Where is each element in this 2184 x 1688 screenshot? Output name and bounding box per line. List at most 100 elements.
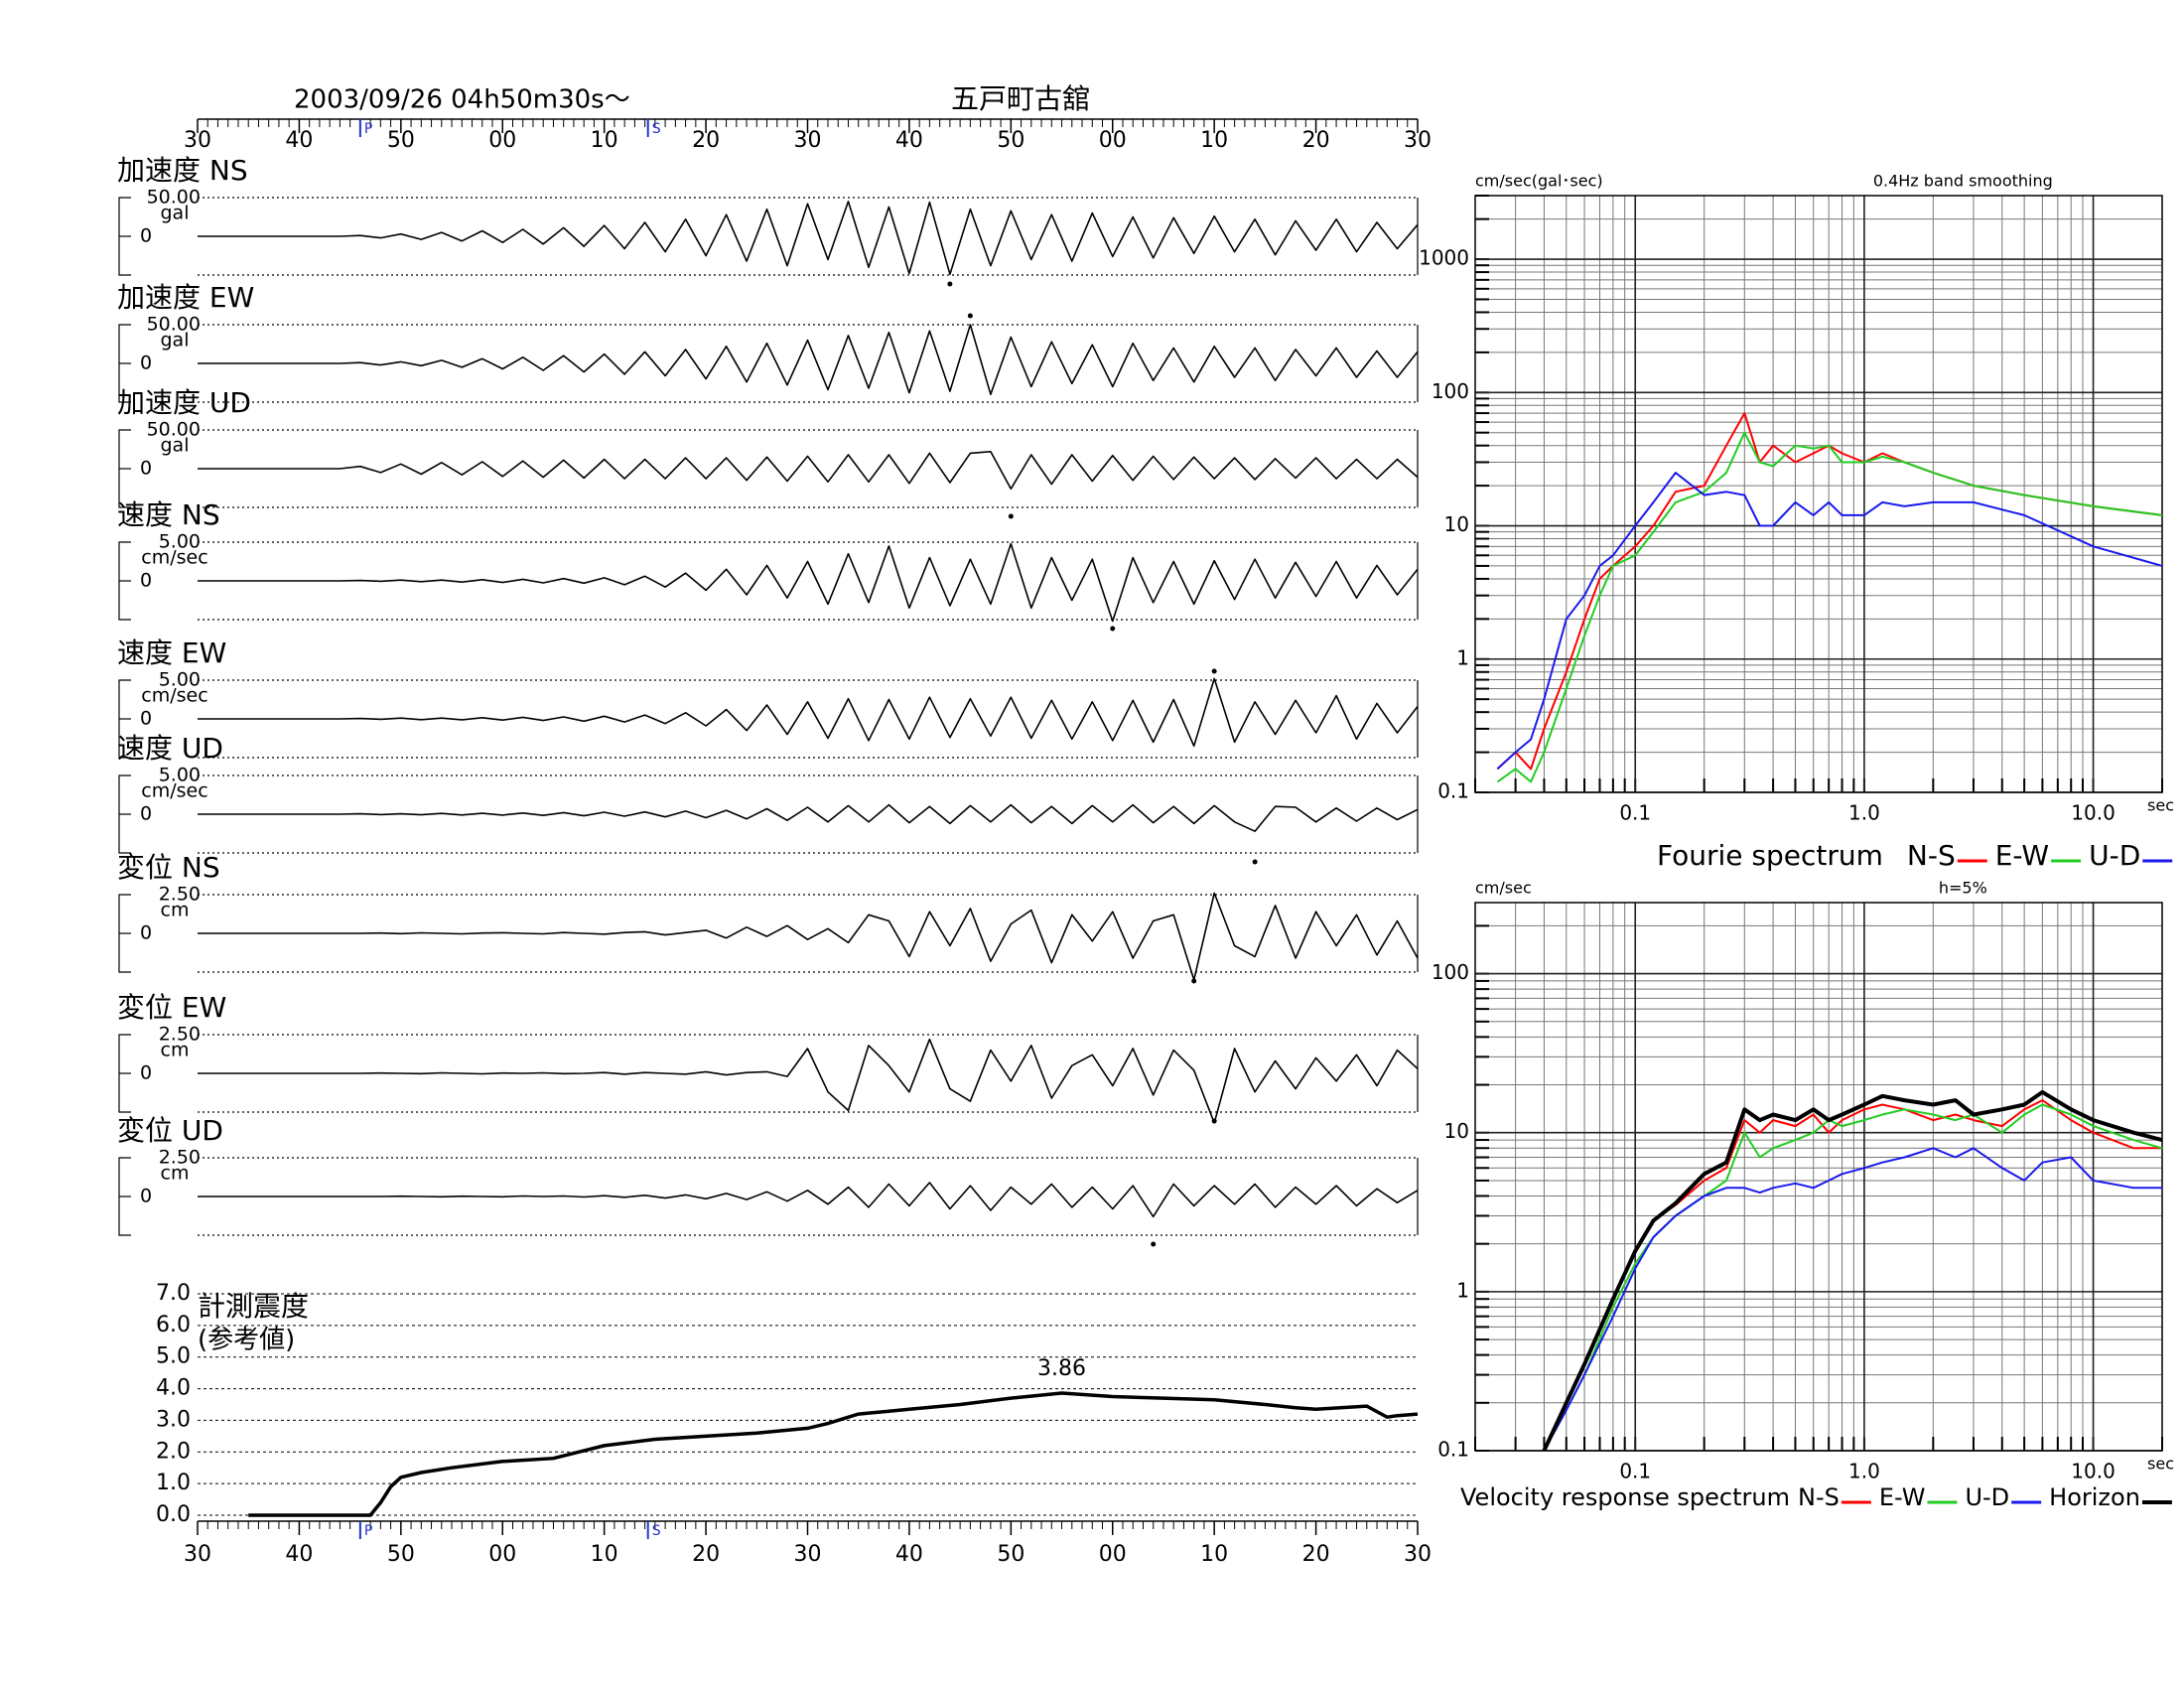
waveform — [198, 677, 1419, 748]
spectrum-line — [1543, 1147, 2162, 1452]
y-tick-label: 1000 — [1419, 246, 1469, 270]
y-tick-label: 0.1 — [1437, 1438, 1469, 1462]
y-tick-label: 10 — [1444, 512, 1469, 536]
legend-title: Velocity response spectrum — [1460, 1483, 1790, 1511]
legend-title: Fourie spectrum — [1657, 839, 1883, 872]
trace-bracket — [118, 774, 131, 854]
legend-label: Horizon — [2049, 1483, 2140, 1511]
plot-frame — [1474, 195, 2163, 793]
zero-label: 0 — [140, 570, 152, 592]
zero-label: 0 — [140, 708, 152, 730]
chart-subtitle: h=5% — [1939, 879, 1987, 898]
waveform — [198, 1182, 1419, 1218]
x-tick-label: 40 — [285, 128, 313, 153]
x-tick-label: 1.0 — [1848, 1460, 1880, 1483]
x-tick-label: 10.0 — [2071, 1460, 2116, 1483]
spectrum-line — [1496, 472, 2163, 771]
trace-unit: cm/sec — [141, 780, 207, 802]
legend-label: N-S — [1907, 839, 1956, 872]
x-axis-label: sec — [2147, 1455, 2174, 1474]
zero-label: 0 — [140, 1186, 152, 1207]
x-tick-label: 30 — [794, 1542, 822, 1567]
trace-label: 変位 UD — [117, 1114, 223, 1147]
zero-label: 0 — [140, 225, 152, 247]
waveform — [198, 803, 1419, 832]
peak-dot — [1151, 1241, 1157, 1247]
x-tick-label: 00 — [488, 128, 516, 153]
phase-label: S — [652, 1523, 661, 1539]
trace-unit: gal — [161, 435, 190, 457]
waveform — [198, 451, 1419, 491]
trace-bracket — [118, 894, 131, 973]
trace-unit: cm — [161, 1163, 190, 1185]
waveform — [198, 542, 1419, 623]
x-tick-label: 10 — [591, 1542, 618, 1567]
intensity-subtitle: (参考値) — [198, 1326, 295, 1355]
x-tick-label: 20 — [692, 128, 720, 153]
peak-dot — [967, 313, 973, 319]
waveform — [198, 892, 1419, 981]
x-tick-label: 30 — [184, 128, 211, 153]
trace-label: 速度 EW — [117, 636, 226, 669]
x-tick-label: 50 — [387, 1542, 415, 1567]
legend-label: N-S — [1798, 1483, 1840, 1511]
peak-dot — [1252, 859, 1258, 865]
scale-label: 50.00 — [147, 314, 201, 336]
spectrum-line — [1543, 1099, 2162, 1452]
scale-label: 50.00 — [147, 419, 201, 441]
y-tick-label: 100 — [1432, 960, 1469, 984]
scale-label: 5.00 — [159, 531, 201, 553]
trace-bracket — [118, 1157, 131, 1236]
y-axis-label: cm/sec — [1475, 879, 1532, 898]
y-tick-label: 7.0 — [156, 1281, 191, 1306]
trace-bracket — [118, 197, 131, 276]
waveform — [198, 1038, 1419, 1124]
y-tick-label: 0.1 — [1437, 779, 1469, 803]
legend-label: E-W — [1879, 1483, 1926, 1511]
legend-label: U-D — [2089, 839, 2140, 872]
intensity-title: 計測震度 — [198, 1290, 309, 1323]
x-tick-label: 30 — [1404, 128, 1432, 153]
x-tick-label: 20 — [692, 1542, 720, 1567]
x-tick-label: 40 — [285, 1542, 313, 1567]
trace-bracket — [118, 1034, 131, 1113]
phase-label: S — [652, 121, 661, 137]
trace-unit: cm/sec — [141, 685, 207, 707]
y-tick-label: 3.0 — [156, 1407, 191, 1432]
trace-unit: cm — [161, 900, 190, 921]
x-tick-label: 00 — [488, 1542, 516, 1567]
station-name: 五戸町古舘 — [951, 82, 1090, 115]
x-tick-label: 20 — [1302, 128, 1330, 153]
trace-unit: cm/sec — [141, 547, 207, 569]
zero-label: 0 — [140, 1062, 152, 1084]
y-tick-label: 10 — [1444, 1119, 1469, 1143]
plot-frame — [1474, 902, 2163, 1452]
scale-label: 2.50 — [159, 1147, 201, 1169]
peak-annotation: 3.86 — [1037, 1356, 1086, 1381]
x-tick-label: 30 — [184, 1542, 211, 1567]
x-tick-label: 10 — [1200, 128, 1228, 153]
x-tick-label: 00 — [1099, 128, 1127, 153]
x-tick-label: 20 — [1302, 1542, 1330, 1567]
x-axis-label: sec — [2147, 796, 2174, 815]
trace-bracket — [118, 541, 131, 621]
phase-label: P — [364, 121, 372, 137]
scale-label: 5.00 — [159, 669, 201, 691]
x-tick-label: 0.1 — [1619, 1460, 1651, 1483]
x-tick-label: 10 — [1200, 1542, 1228, 1567]
trace-unit: gal — [161, 203, 190, 224]
scale-label: 5.00 — [159, 765, 201, 786]
x-tick-label: 50 — [997, 128, 1024, 153]
trace-label: 速度 UD — [117, 732, 223, 765]
y-tick-label: 100 — [1432, 379, 1469, 403]
x-tick-label: 10.0 — [2071, 801, 2116, 825]
x-tick-label: 0.1 — [1619, 801, 1651, 825]
scale-label: 2.50 — [159, 1024, 201, 1046]
y-tick-label: 1 — [1456, 1278, 1469, 1302]
waveform — [198, 201, 1419, 275]
x-tick-label: 00 — [1099, 1542, 1127, 1567]
x-tick-label: 50 — [387, 128, 415, 153]
y-tick-label: 1.0 — [156, 1471, 191, 1495]
peak-dot — [1191, 978, 1197, 984]
